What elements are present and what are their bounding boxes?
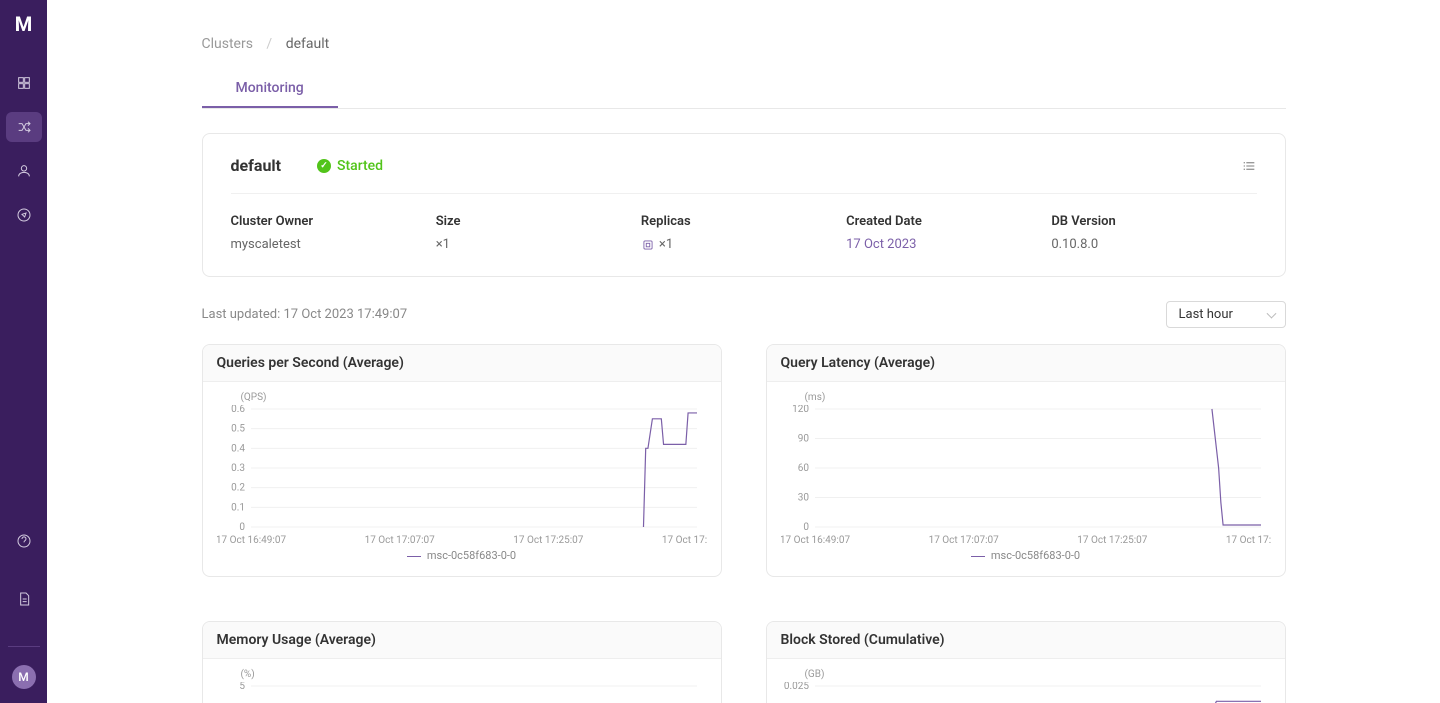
list-icon	[1241, 158, 1257, 174]
sidebar: M M	[0, 0, 47, 703]
owner-value: myscaletest	[231, 237, 436, 252]
help-icon	[16, 533, 32, 549]
replicas-label: Replicas	[641, 214, 846, 229]
status-text: Started	[337, 158, 383, 174]
svg-text:0.4: 0.4	[231, 443, 245, 454]
sidebar-item-compass[interactable]	[6, 200, 42, 230]
owner-label: Cluster Owner	[231, 214, 436, 229]
svg-text:0.1: 0.1	[231, 502, 245, 513]
chart-qps-unit: (QPS)	[241, 392, 707, 403]
version-value: 0.10.8.0	[1051, 237, 1256, 252]
status-badge: Started	[317, 158, 383, 174]
chart-latency-svg: 120 90 60 30 0 17 Oct 16:49:07 17 Oct 17:07:07…	[781, 405, 1271, 545]
sidebar-item-users[interactable]	[6, 156, 42, 186]
svg-text:0.3: 0.3	[231, 463, 245, 474]
svg-text:0.6: 0.6	[231, 405, 245, 415]
users-icon	[16, 163, 32, 179]
avatar[interactable]: M	[12, 665, 36, 689]
svg-text:90: 90	[797, 434, 809, 445]
chart-latency: Query Latency (Average) (ms) 12090603001…	[766, 344, 1286, 577]
chart-qps-title: Queries per Second (Average)	[203, 345, 721, 382]
chart-block-title: Block Stored (Cumulative)	[767, 622, 1285, 659]
svg-text:5: 5	[239, 682, 245, 692]
breadcrumb-current: default	[286, 36, 330, 52]
breadcrumb: Clusters / default	[202, 36, 1286, 52]
time-range-select[interactable]: Last hour	[1166, 301, 1286, 328]
chart-latency-unit: (ms)	[805, 392, 1271, 403]
grid-icon	[16, 75, 32, 91]
cluster-name: default	[231, 156, 282, 175]
chart-memory-svg: 5432	[217, 682, 707, 703]
replicas-text: ×1	[659, 237, 673, 252]
svg-text:17 Oct 17:25:07: 17 Oct 17:25:07	[513, 535, 584, 545]
svg-text:30: 30	[797, 493, 809, 504]
svg-text:0.5: 0.5	[231, 424, 245, 435]
version-label: DB Version	[1051, 214, 1256, 229]
sidebar-divider	[8, 646, 40, 647]
svg-text:120: 120	[792, 405, 809, 415]
size-label: Size	[436, 214, 641, 229]
sidebar-item-docs[interactable]	[6, 584, 42, 614]
sidebar-item-clusters[interactable]	[6, 68, 42, 98]
created-label: Created Date	[846, 214, 1051, 229]
charts-grid: Queries per Second (Average) (QPS) 0.60.…	[202, 344, 1286, 703]
status-icon	[317, 159, 331, 173]
chart-latency-title: Query Latency (Average)	[767, 345, 1285, 382]
shuffle-icon	[16, 119, 32, 135]
svg-text:0.2: 0.2	[231, 483, 245, 494]
chart-block: Block Stored (Cumulative) (GB) 0.0250.02…	[766, 621, 1286, 703]
chart-qps-svg: 0.6 0.5 0.4 0.3 0.2 0.1 0 17 Oct 16:49:07 17 Oct…	[217, 405, 707, 545]
svg-text:17 Oct 17:25:07: 17 Oct 17:25:07	[1077, 535, 1148, 545]
svg-text:0: 0	[803, 522, 809, 533]
svg-text:17 Oct 17:43:07: 17 Oct 17:43:07	[1225, 535, 1270, 545]
tab-monitoring[interactable]: Monitoring	[202, 70, 338, 108]
size-value: ×1	[436, 237, 641, 252]
chart-latency-legend: msc-0c58f683-0-0	[781, 545, 1271, 566]
breadcrumb-root[interactable]: Clusters	[202, 36, 253, 52]
chart-block-svg: 0.0250.020.0150.01	[781, 682, 1271, 703]
svg-text:17 Oct 17:07:07: 17 Oct 17:07:07	[364, 535, 435, 545]
created-value: 17 Oct 2023	[846, 237, 1051, 252]
app-logo[interactable]: M	[8, 8, 40, 40]
chart-qps-legend: msc-0c58f683-0-0	[217, 545, 707, 566]
cluster-card: default Started Cluster Owner myscaletes…	[202, 133, 1286, 277]
svg-text:17 Oct 17:07:07: 17 Oct 17:07:07	[928, 535, 999, 545]
tabs: Monitoring	[202, 70, 1286, 109]
main-content: Clusters / default Monitoring default St…	[47, 0, 1440, 703]
svg-text:17 Oct 16:49:07: 17 Oct 16:49:07	[781, 535, 850, 545]
svg-text:17 Oct 16:49:07: 17 Oct 16:49:07	[217, 535, 286, 545]
more-button[interactable]	[1241, 158, 1257, 174]
breadcrumb-sep: /	[266, 36, 272, 52]
sidebar-item-help[interactable]	[6, 526, 42, 556]
svg-text:0.025: 0.025	[783, 682, 808, 692]
chart-memory-unit: (%)	[241, 669, 707, 680]
chart-memory: Memory Usage (Average) (%) 5432	[202, 621, 722, 703]
chart-qps: Queries per Second (Average) (QPS) 0.60.…	[202, 344, 722, 577]
compass-icon	[16, 207, 32, 223]
sidebar-item-random[interactable]	[6, 112, 42, 142]
svg-text:0: 0	[239, 522, 245, 533]
chart-block-unit: (GB)	[805, 669, 1271, 680]
replicas-value: ×1	[641, 237, 846, 252]
last-updated: Last updated: 17 Oct 2023 17:49:07	[202, 307, 408, 322]
svg-text:17 Oct 17:43:07: 17 Oct 17:43:07	[661, 535, 706, 545]
replicas-icon	[641, 238, 655, 252]
svg-text:60: 60	[797, 463, 809, 474]
file-icon	[16, 591, 32, 607]
chart-memory-title: Memory Usage (Average)	[203, 622, 721, 659]
